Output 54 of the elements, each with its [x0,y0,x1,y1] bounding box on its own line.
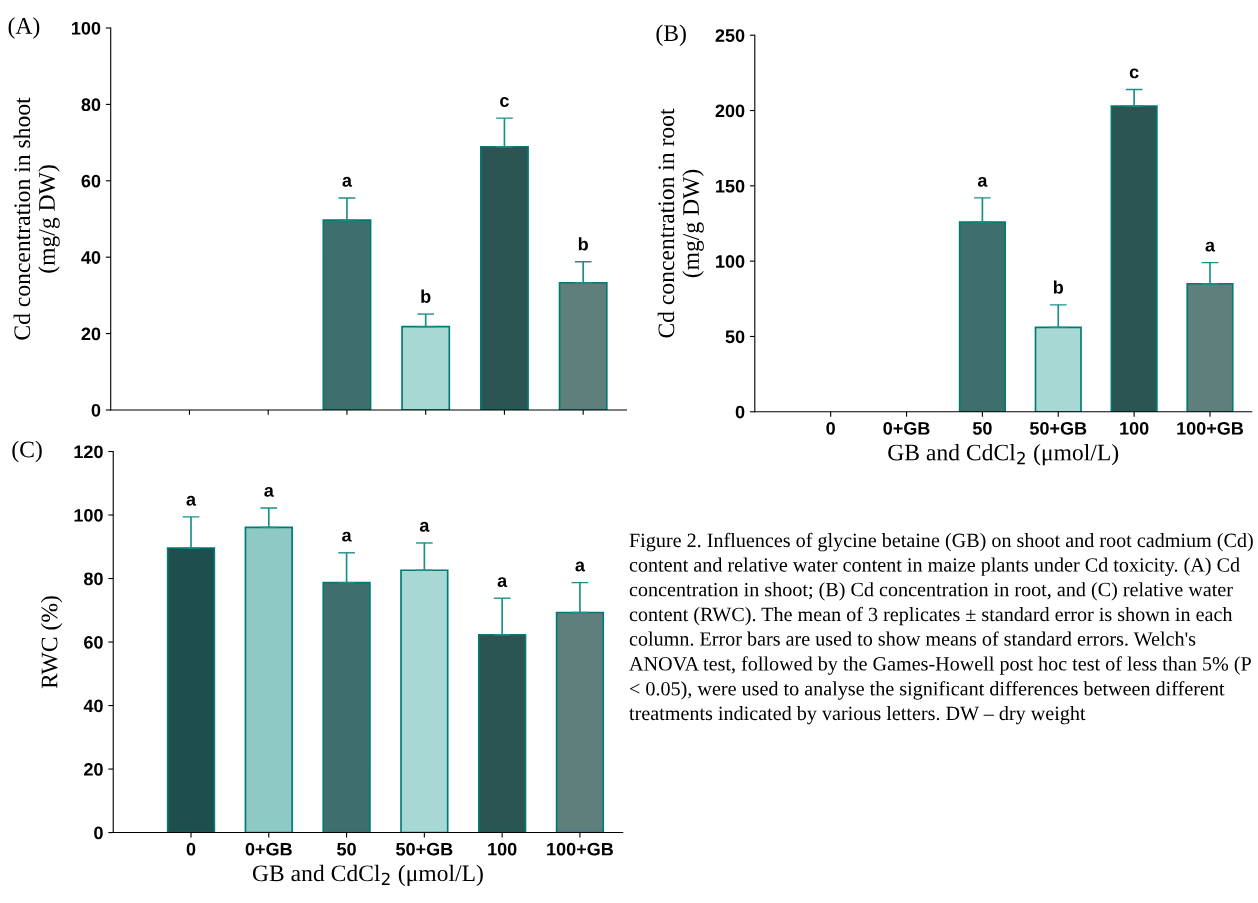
x-tick-label: 0+GB [245,842,292,856]
data-label: c [1129,68,1139,79]
data-label: a [977,176,988,187]
x-tick-label: 0+GB [883,421,930,435]
y-tick-label: 40 [81,251,101,264]
y-tick-label: 0 [91,403,101,417]
chart-title: (B) [656,24,686,46]
data-label: a [575,561,586,572]
y-tick-label: 0 [735,405,745,419]
y-tick-label: 60 [81,174,101,188]
x-tick-label: 0 [826,421,835,435]
x-tick-label: 0 [186,842,196,856]
data-label: a [186,495,197,506]
y-tick-label: 250 [715,29,745,42]
y-tick-label: 200 [715,104,745,118]
data-label: a [1205,241,1216,252]
x-tick-label: 50+GB [1029,421,1087,435]
caption: Figure 2. Influences of glycine betaine (GB) on shoot and root cadmium (Cd) content and relative water content in maize plants under Cd toxicity. (A) Cd concentration in shoot; (B) Cd concentration in root, and (C) relative water content (RWC). The mean of 3 replicates ± standard error is shown in each column. Error bars are used to show means of standard errors. Welch's ANOVA test, followed by the Games-Howell post hoc test of less than 5% (P < 0.05), were used to analyse the significant differences between different treatments indicated by various letters. DW – dry weight [629,532,1253,725]
x-tick-label: 50 [972,421,992,435]
x-tick-label: 100 [488,842,517,856]
data-label: b [421,289,431,303]
y-tick-label: 50 [725,330,745,344]
y-axis-title: Cd concentration in root (mg/g DW) [657,108,704,338]
data-label: b [578,237,588,251]
y-tick-label: 80 [83,572,103,586]
x-tick-label: 100 [1120,421,1149,435]
y-axis-title: RWC (%) [40,596,63,689]
y-tick-label: 20 [84,762,103,776]
x-tick-label: 100+GB [1177,421,1244,435]
y-tick-label: 80 [81,98,101,112]
y-tick-label: 0 [94,826,103,840]
data-label: a [264,486,274,497]
y-tick-label: 20 [81,327,101,341]
y-tick-label: 100 [74,508,103,522]
data-label: a [342,176,353,187]
x-tick-label: 50+GB [396,842,453,856]
data-label: a [497,577,508,588]
y-tick-label: 100 [72,21,101,35]
chart-title: (C) [12,440,42,463]
data-label: c [500,97,509,107]
y-tick-label: 40 [83,699,103,713]
x-tick-label: 100+GB [547,842,613,856]
data-label: a [419,521,430,532]
y-tick-label: 150 [716,179,745,193]
y-tick-label: 100 [716,255,745,268]
chart-title: (A) [8,17,40,39]
x-axis-title: GB and CdCl$_{2}$ (μmol/L) [252,864,483,887]
data-label: b [1053,280,1064,294]
x-axis-title: GB and CdCl$_{2}$ (μmol/L) [888,443,1119,466]
data-label: a [342,531,352,542]
y-axis-title: Cd concentration in shoot (mg/g DW) [13,97,60,340]
y-tick-label: 60 [84,635,103,649]
y-tick-label: 120 [74,445,103,459]
x-tick-label: 50 [337,842,356,856]
